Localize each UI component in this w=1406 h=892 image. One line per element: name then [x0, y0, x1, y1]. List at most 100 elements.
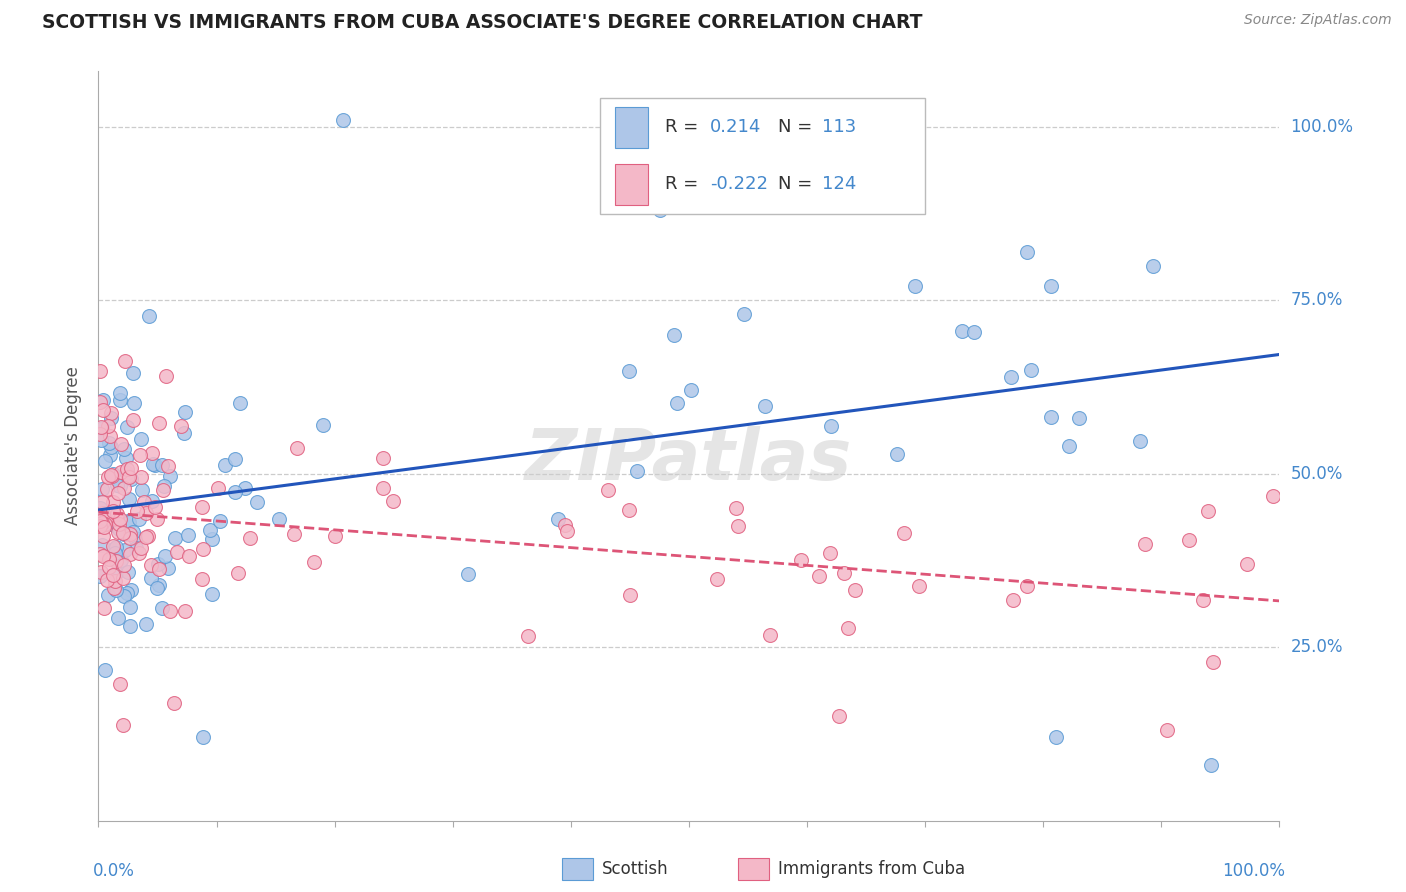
Point [1129, 434, 1152, 449]
Point [153, 479, 176, 493]
Point [681, 383, 703, 397]
Point [666, 396, 689, 410]
Point [155, 549, 177, 564]
Point [725, 500, 748, 515]
Point [118, 470, 141, 484]
Point [229, 396, 252, 410]
Point [619, 503, 641, 517]
Point [89, 395, 111, 409]
Point [1045, 731, 1067, 745]
Point [117, 420, 139, 434]
Point [118, 600, 141, 615]
Point [125, 504, 148, 518]
Text: ZIPatlas: ZIPatlas [526, 426, 852, 495]
Point [97, 470, 120, 484]
Point [706, 572, 728, 586]
Point [142, 457, 165, 471]
Point [808, 569, 831, 583]
Point [267, 511, 290, 525]
Point [141, 446, 163, 460]
Point [108, 677, 131, 691]
Text: N =: N = [778, 118, 817, 136]
Text: Scottish: Scottish [602, 860, 668, 878]
Point [547, 512, 569, 526]
Point [283, 527, 305, 541]
Point [156, 560, 179, 574]
Point [1202, 655, 1225, 669]
Point [904, 279, 927, 293]
Point [323, 528, 346, 542]
Point [94, 511, 117, 525]
Point [89, 500, 111, 515]
Point [105, 553, 128, 567]
Point [159, 604, 181, 618]
Point [112, 589, 135, 603]
Point [190, 572, 212, 586]
Point [1192, 593, 1215, 607]
Text: N =: N = [778, 175, 817, 194]
Point [122, 524, 145, 539]
Point [118, 515, 141, 529]
Point [148, 558, 170, 572]
Point [97, 588, 120, 602]
Point [201, 587, 224, 601]
Point [285, 442, 308, 456]
Point [97, 552, 120, 566]
Point [201, 532, 224, 546]
Point [98, 448, 121, 462]
Point [105, 478, 128, 492]
Point [907, 579, 929, 593]
Point [759, 628, 782, 642]
Point [112, 717, 135, 731]
Point [200, 523, 222, 537]
Point [101, 495, 124, 509]
Point [97, 419, 120, 434]
Point [214, 458, 236, 472]
Point [886, 447, 908, 461]
Point [129, 432, 152, 446]
Point [166, 545, 188, 559]
Text: R =: R = [665, 118, 704, 136]
Point [93, 517, 115, 532]
Point [104, 546, 127, 560]
Point [110, 437, 132, 451]
Point [125, 541, 148, 555]
Point [120, 582, 142, 597]
Text: 124: 124 [823, 175, 856, 194]
Point [117, 469, 139, 483]
Point [91, 420, 114, 434]
Point [382, 493, 405, 508]
Bar [614, 106, 648, 148]
Point [373, 481, 395, 495]
Point [790, 552, 813, 566]
Point [163, 696, 186, 710]
Point [1019, 362, 1042, 376]
Point [311, 417, 333, 432]
Point [226, 566, 249, 581]
Point [100, 469, 122, 483]
Point [101, 568, 124, 582]
Point [557, 524, 579, 539]
Point [224, 484, 246, 499]
Point [950, 324, 973, 338]
Point [104, 583, 127, 598]
Point [98, 429, 121, 443]
Point [302, 555, 325, 569]
Text: 75.0%: 75.0% [1291, 292, 1343, 310]
Point [120, 472, 142, 486]
Text: 25.0%: 25.0% [1291, 638, 1343, 657]
Point [1135, 537, 1157, 551]
Point [1059, 439, 1081, 453]
Point [124, 531, 146, 545]
Point [131, 483, 153, 497]
Point [107, 486, 129, 500]
Point [135, 506, 157, 520]
Point [191, 500, 214, 514]
Point [143, 458, 166, 472]
Point [91, 507, 114, 521]
Point [89, 547, 111, 561]
Point [110, 553, 132, 567]
Point [114, 450, 136, 465]
Point [128, 512, 150, 526]
Point [120, 618, 142, 632]
